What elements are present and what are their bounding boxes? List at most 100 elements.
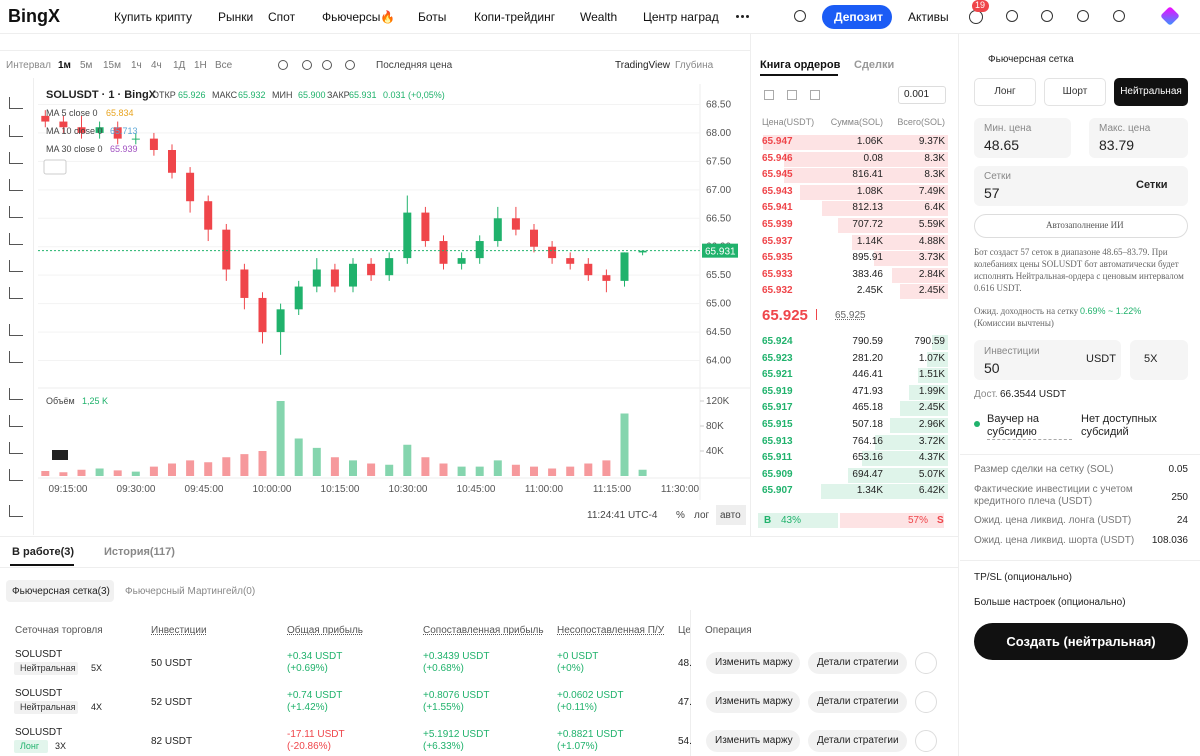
action-button[interactable]: [706, 691, 800, 713]
breadcrumb[interactable]: Фьючерсная сетка: [988, 54, 1074, 65]
action-button[interactable]: [808, 691, 907, 713]
icon[interactable]: [1113, 10, 1125, 22]
mode-button[interactable]: [974, 78, 1036, 106]
section-toggle[interactable]: Больше настроек (опционально): [974, 597, 1126, 608]
mode-label[interactable]: Шорт: [1062, 86, 1088, 97]
icon[interactable]: [1041, 10, 1053, 22]
icon[interactable]: [915, 691, 937, 713]
order-amount: 653.16: [852, 452, 883, 464]
profit-pct: (+6.33%): [423, 741, 464, 752]
icon[interactable]: [915, 730, 937, 752]
action-label[interactable]: Изменить маржу: [715, 735, 793, 746]
icon[interactable]: [1077, 10, 1089, 22]
autofill-label[interactable]: Автозаполнение ИИ: [1046, 220, 1124, 230]
drawing-tool[interactable]: [9, 388, 23, 400]
input[interactable]: [1130, 340, 1188, 380]
nav-item[interactable]: Центр наград: [643, 10, 719, 24]
autofill-button[interactable]: [974, 214, 1188, 238]
nav-item[interactable]: Купить крипту: [114, 10, 193, 24]
nav-item[interactable]: Рынки: [218, 10, 254, 24]
price-type[interactable]: Последняя цена: [376, 60, 453, 71]
drawing-tool[interactable]: [9, 152, 23, 164]
drawing-tool[interactable]: [9, 469, 23, 481]
deposit-label[interactable]: Депозит: [834, 10, 884, 24]
drawing-tool[interactable]: [9, 97, 23, 109]
drawing-tool[interactable]: [9, 415, 23, 427]
action-button[interactable]: [706, 730, 800, 752]
last-price-label: 65.931: [705, 247, 736, 258]
assets[interactable]: Активы: [908, 10, 949, 24]
nav-item[interactable]: Копи-трейдинг: [474, 10, 556, 24]
logo[interactable]: BingX: [8, 6, 60, 26]
input[interactable]: [974, 340, 1121, 380]
view-option[interactable]: Глубина: [675, 60, 714, 71]
mode-label[interactable]: Нейтральная: [1120, 86, 1182, 97]
y-tick-label: 66.50: [706, 213, 731, 224]
input[interactable]: [1089, 118, 1188, 158]
tab[interactable]: Сделки: [854, 59, 895, 71]
icon[interactable]: [278, 60, 288, 70]
tab[interactable]: В работе(3): [12, 546, 75, 558]
nav-item[interactable]: Спот: [268, 10, 296, 24]
drawing-tool[interactable]: [9, 287, 23, 299]
action-button[interactable]: [706, 652, 800, 674]
layout-toggle[interactable]: [810, 90, 820, 100]
section-toggle[interactable]: TP/SL (опционально): [974, 572, 1072, 583]
drawing-tool[interactable]: [9, 351, 23, 363]
interval-option[interactable]: 5м: [80, 60, 93, 71]
drawing-tool[interactable]: [9, 233, 23, 245]
layout-toggle[interactable]: [787, 90, 797, 100]
drawing-tool[interactable]: [9, 505, 23, 517]
tab[interactable]: История(117): [104, 546, 175, 558]
interval-option[interactable]: 1Д: [173, 60, 186, 71]
icon[interactable]: [969, 10, 983, 24]
interval-option[interactable]: 1ч: [131, 60, 142, 71]
icon[interactable]: [794, 10, 806, 22]
drawing-tool[interactable]: [9, 324, 23, 336]
subtab[interactable]: Фьючерсный Мартингейл(0): [125, 586, 256, 597]
nav-item[interactable]: Wealth: [580, 10, 618, 24]
icon[interactable]: [1006, 10, 1018, 22]
action-label[interactable]: Детали стратегии: [817, 657, 899, 668]
subtab[interactable]: Фьючерсная сетка(3): [12, 586, 110, 597]
drawing-tool[interactable]: [9, 442, 23, 454]
deposit-button[interactable]: [822, 5, 892, 29]
layout-toggle[interactable]: [764, 90, 774, 100]
interval-option[interactable]: Все: [215, 60, 233, 71]
icon[interactable]: [322, 60, 332, 70]
subtab-bg[interactable]: [6, 580, 114, 602]
nav-item[interactable]: Боты: [418, 10, 447, 24]
precision-select[interactable]: [898, 86, 946, 104]
tab[interactable]: Книга ордеров: [760, 59, 841, 71]
action-label[interactable]: Изменить маржу: [715, 657, 793, 668]
drawing-tool[interactable]: [9, 206, 23, 218]
mode-label[interactable]: Лонг: [994, 86, 1016, 97]
logo-icon[interactable]: [1160, 6, 1180, 26]
unit-select[interactable]: Сетки: [1136, 179, 1168, 191]
interval-option[interactable]: 15м: [103, 60, 121, 71]
icon[interactable]: [915, 652, 937, 674]
create-button[interactable]: [974, 623, 1188, 660]
action-label[interactable]: Изменить маржу: [715, 696, 793, 707]
leverage-select[interactable]: 5X: [1144, 353, 1158, 365]
icon[interactable]: [302, 60, 312, 70]
drawing-tool[interactable]: [9, 179, 23, 191]
icon[interactable]: [345, 60, 355, 70]
drawing-tool[interactable]: [9, 260, 23, 272]
action-label[interactable]: Детали стратегии: [817, 696, 899, 707]
mode-button[interactable]: [1044, 78, 1106, 106]
mode-button[interactable]: [1114, 78, 1188, 106]
action-button[interactable]: [808, 730, 907, 752]
interval-option[interactable]: 1м: [58, 60, 71, 71]
input[interactable]: [974, 166, 1188, 206]
input[interactable]: [974, 118, 1071, 158]
nav-item[interactable]: Фьючерсы🔥: [322, 10, 396, 24]
action-label[interactable]: Детали стратегии: [817, 735, 899, 746]
interval-option[interactable]: 4ч: [151, 60, 162, 71]
create-label[interactable]: Создать (нейтральная): [1006, 634, 1156, 649]
view-option[interactable]: TradingView: [615, 60, 671, 71]
drawing-tool[interactable]: [9, 125, 23, 137]
action-button[interactable]: [808, 652, 907, 674]
interval-option[interactable]: 1Н: [194, 60, 207, 71]
order-total: 1.07K: [918, 352, 945, 364]
